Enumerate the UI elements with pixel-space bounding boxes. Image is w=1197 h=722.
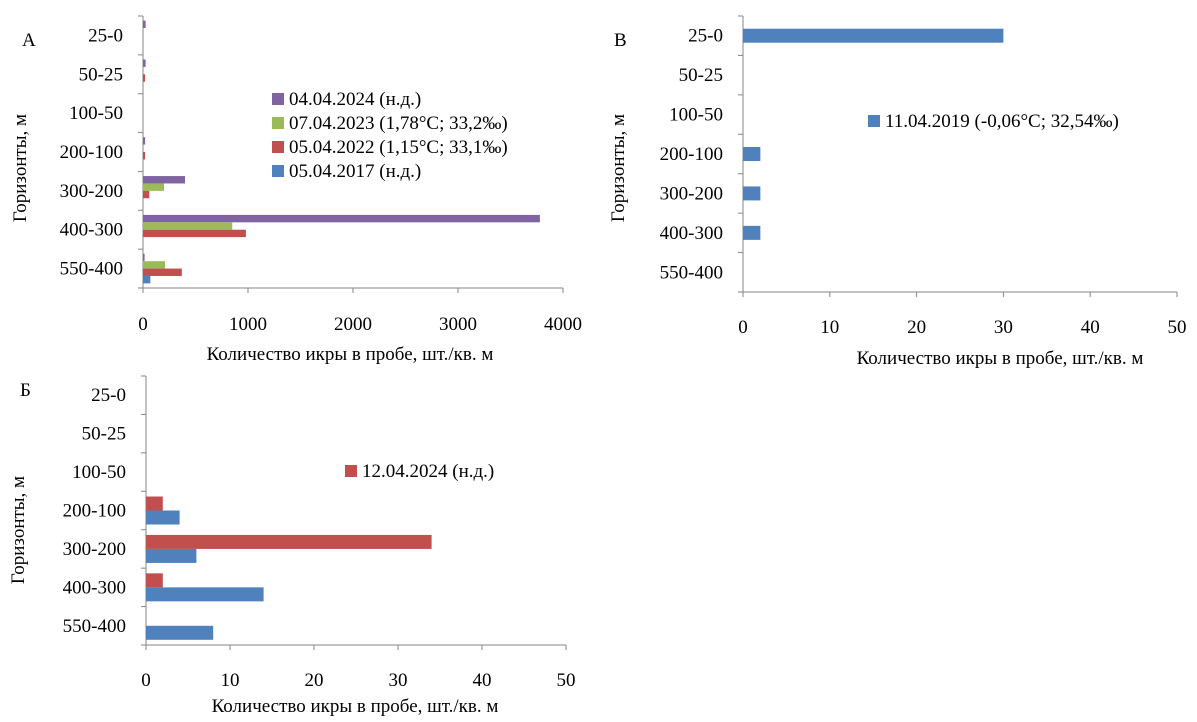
panel-a: А Горизонты, м Количество икры в пробе, … xyxy=(10,15,582,365)
panel-a-category-label: 100-50 xyxy=(69,103,123,124)
panel-b-bar xyxy=(146,510,180,525)
panel-v-category-label: 100-50 xyxy=(669,105,723,126)
panel-b-legend-swatch xyxy=(345,465,357,477)
panel-a-bar xyxy=(143,59,146,67)
panel-v-category-label: 50-25 xyxy=(679,65,723,86)
panel-v-bar xyxy=(743,28,1004,43)
panel-a-category-label: 550-400 xyxy=(60,259,123,280)
panel-v-x-tick-label: 40 xyxy=(1081,317,1100,338)
panel-v-xlabel: Количество икры в пробе, шт./кв. м xyxy=(857,348,1144,369)
panel-b-bar xyxy=(146,573,163,588)
panel-a-bar xyxy=(143,229,246,238)
panel-b-category-label: 300-200 xyxy=(63,539,126,560)
panel-a-bar xyxy=(143,137,146,145)
panel-b-x-tick-label: 10 xyxy=(221,670,240,691)
panel-b-x-tick-label: 30 xyxy=(389,670,408,691)
panel-a-category-label: 300-200 xyxy=(60,181,123,202)
panel-v-bar xyxy=(743,186,761,201)
panel-a-x-tick-label: 2000 xyxy=(334,314,372,335)
panel-a-category-label: 50-25 xyxy=(79,64,123,85)
panel-v-category-label: 200-100 xyxy=(660,144,723,165)
panel-a-legend-label: 04.04.2024 (н.д.) xyxy=(289,89,421,110)
panel-v-label: В xyxy=(614,30,627,51)
panel-b-ylabel: Горизонты, м xyxy=(8,476,29,584)
panel-v-x-tick-label: 0 xyxy=(738,317,748,338)
panel-b-bar xyxy=(146,625,214,640)
panel-a-x-tick-label: 4000 xyxy=(544,314,582,335)
panel-b-category-label: 550-400 xyxy=(63,616,126,637)
panel-v-legend-label: 11.04.2019 (-0,06°С; 32,54‰) xyxy=(885,111,1119,132)
panel-a-label: А xyxy=(22,30,36,51)
panel-a-x-tick-label: 3000 xyxy=(439,314,477,335)
panel-v: В Горизонты, м Количество икры в пробе, … xyxy=(608,15,1187,369)
panel-a-bar xyxy=(143,74,146,82)
panel-v-legend-swatch xyxy=(868,115,880,127)
panel-b-category-label: 50-25 xyxy=(82,424,126,445)
panel-a-legend-swatch xyxy=(272,93,284,105)
panel-a-xlabel: Количество икры в пробе, шт./кв. м xyxy=(207,344,494,365)
panel-a-x-tick-label: 0 xyxy=(138,314,148,335)
panel-a-bar xyxy=(143,261,166,269)
panel-v-bar xyxy=(743,147,761,161)
panel-a-category-label: 400-300 xyxy=(60,220,123,241)
panel-b: Б Горизонты, м Количество икры в пробе, … xyxy=(8,375,576,717)
panel-v-x-tick-label: 10 xyxy=(820,317,839,338)
panel-v-category-label: 400-300 xyxy=(660,223,723,244)
panel-a-ylabel: Горизонты, м xyxy=(10,114,31,222)
panel-v-category-label: 550-400 xyxy=(660,262,723,283)
panel-b-bar xyxy=(146,587,264,602)
panel-v-bar xyxy=(743,225,761,240)
panel-a-bar xyxy=(143,214,540,223)
panel-a-legend-swatch xyxy=(272,141,284,153)
panel-v-category-label: 25-0 xyxy=(688,26,723,47)
panel-a-bar xyxy=(143,152,146,160)
panel-v-x-tick-label: 50 xyxy=(1168,317,1187,338)
panel-a-legend-label: 07.04.2023 (1,78°С; 33,2‰) xyxy=(289,113,508,134)
panel-v-ylabel: Горизонты, м xyxy=(608,114,629,222)
panel-a-legend-swatch xyxy=(272,165,284,177)
panel-b-category-label: 200-100 xyxy=(63,501,126,522)
panel-a-category-label: 25-0 xyxy=(88,25,123,46)
panel-a-bar xyxy=(143,190,150,199)
panel-b-xlabel: Количество икры в пробе, шт./кв. м xyxy=(212,696,499,717)
panel-a-bar xyxy=(143,268,182,276)
panel-b-bar xyxy=(146,496,163,511)
panel-a-bar xyxy=(143,275,151,284)
panel-b-category-label: 400-300 xyxy=(63,577,126,598)
panel-b-bar xyxy=(146,548,197,563)
panel-a-bar xyxy=(143,222,233,230)
panel-a-legend-swatch xyxy=(272,117,284,129)
panel-a-bar xyxy=(143,176,185,184)
panel-v-x-tick-label: 20 xyxy=(907,317,926,338)
panel-a-bar xyxy=(143,183,164,191)
panel-b-category-label: 25-0 xyxy=(91,385,126,406)
panel-a-bar xyxy=(143,20,146,29)
panel-b-category-label: 100-50 xyxy=(72,462,126,483)
panel-a-legend-label: 05.04.2022 (1,15°С; 33,1‰) xyxy=(289,137,508,158)
panel-a-legend-label: 05.04.2017 (н.д.) xyxy=(289,161,421,182)
panel-v-x-tick-label: 30 xyxy=(994,317,1013,338)
panel-a-bar xyxy=(143,253,145,262)
panel-b-label: Б xyxy=(20,380,31,401)
panel-b-bar xyxy=(146,534,432,549)
panel-v-category-label: 300-200 xyxy=(660,183,723,204)
panel-b-x-tick-label: 0 xyxy=(141,670,151,691)
panel-b-legend-label: 12.04.2024 (н.д.) xyxy=(362,461,494,482)
panel-b-x-tick-label: 20 xyxy=(305,670,324,691)
panel-a-category-label: 200-100 xyxy=(60,142,123,163)
panel-b-x-tick-label: 40 xyxy=(473,670,492,691)
panel-a-x-tick-label: 1000 xyxy=(229,314,267,335)
panel-b-x-tick-label: 50 xyxy=(557,670,576,691)
